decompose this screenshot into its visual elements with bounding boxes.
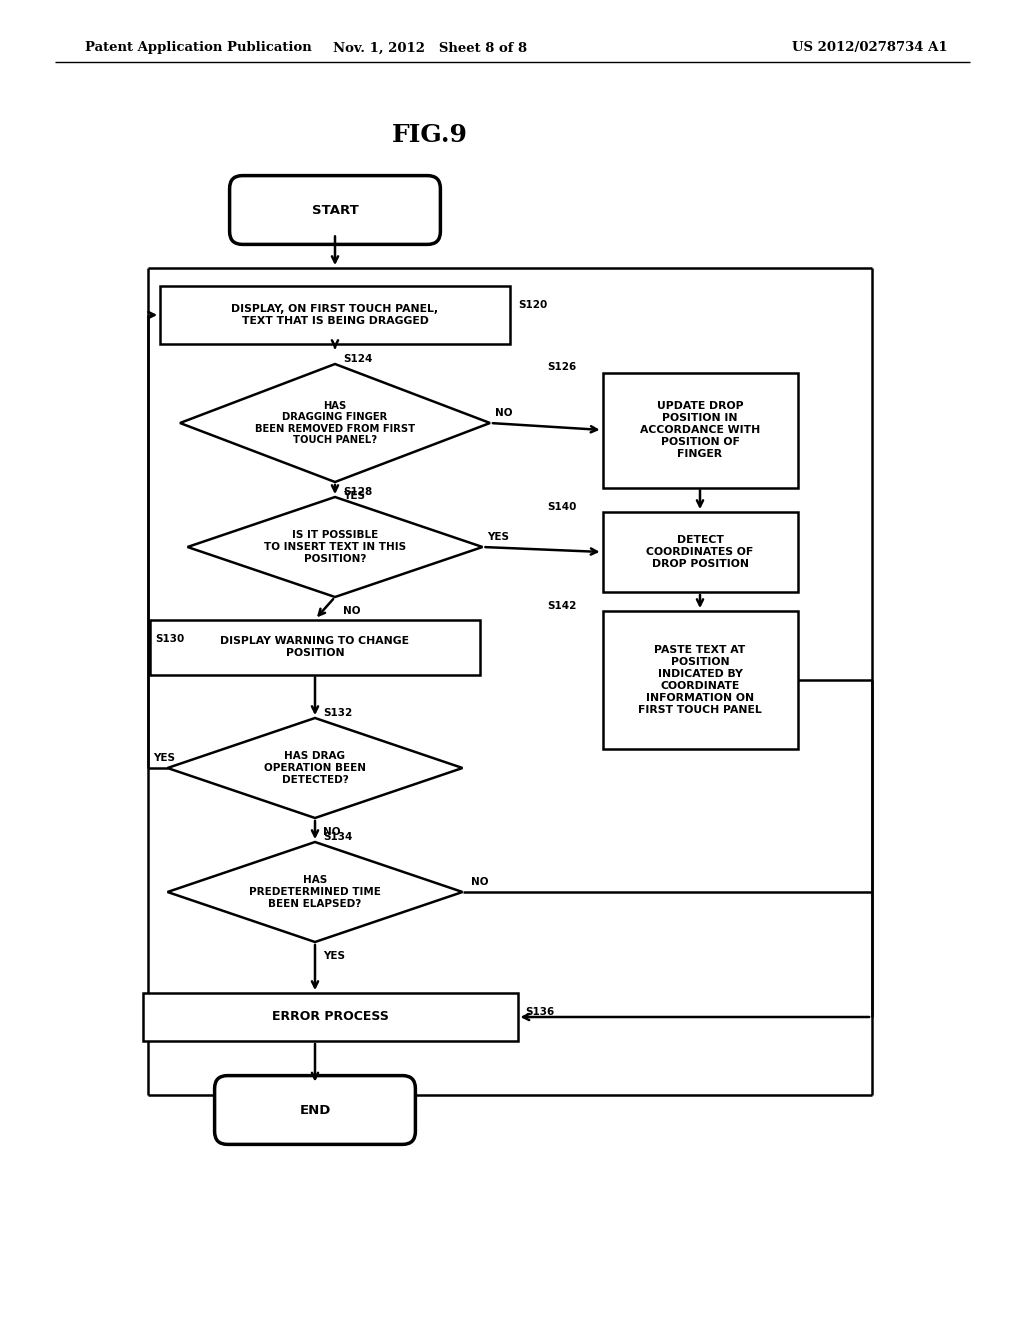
Text: S124: S124 (343, 354, 373, 364)
Text: S134: S134 (323, 832, 352, 842)
Text: HAS
DRAGGING FINGER
BEEN REMOVED FROM FIRST
TOUCH PANEL?: HAS DRAGGING FINGER BEEN REMOVED FROM FI… (255, 400, 415, 445)
Text: HAS DRAG
OPERATION BEEN
DETECTED?: HAS DRAG OPERATION BEEN DETECTED? (264, 751, 366, 784)
Bar (142, 993, 517, 1041)
Text: UPDATE DROP
POSITION IN
ACCORDANCE WITH
POSITION OF
FINGER: UPDATE DROP POSITION IN ACCORDANCE WITH … (640, 401, 760, 459)
Text: START: START (311, 203, 358, 216)
Text: FIG.9: FIG.9 (392, 123, 468, 147)
Text: S126: S126 (548, 363, 577, 372)
Text: Patent Application Publication: Patent Application Publication (85, 41, 311, 54)
Text: S130: S130 (155, 634, 184, 644)
Text: S132: S132 (323, 708, 352, 718)
Text: NO: NO (323, 828, 341, 837)
Text: YES: YES (343, 491, 365, 502)
Text: S120: S120 (518, 300, 547, 310)
Text: ERROR PROCESS: ERROR PROCESS (271, 1011, 388, 1023)
Polygon shape (168, 718, 463, 818)
Bar (150, 619, 480, 675)
Text: S140: S140 (548, 502, 577, 512)
Text: NO: NO (343, 606, 360, 616)
Text: S136: S136 (525, 1007, 555, 1016)
Text: US 2012/0278734 A1: US 2012/0278734 A1 (793, 41, 948, 54)
Text: DISPLAY, ON FIRST TOUCH PANEL,
TEXT THAT IS BEING DRAGGED: DISPLAY, ON FIRST TOUCH PANEL, TEXT THAT… (231, 304, 438, 326)
Text: S128: S128 (343, 487, 373, 498)
Bar (602, 611, 798, 748)
FancyBboxPatch shape (229, 176, 440, 244)
Text: DISPLAY WARNING TO CHANGE
POSITION: DISPLAY WARNING TO CHANGE POSITION (220, 636, 410, 657)
Text: END: END (299, 1104, 331, 1117)
Text: PASTE TEXT AT
POSITION
INDICATED BY
COORDINATE
INFORMATION ON
FIRST TOUCH PANEL: PASTE TEXT AT POSITION INDICATED BY COOR… (638, 645, 762, 715)
Text: HAS
PREDETERMINED TIME
BEEN ELAPSED?: HAS PREDETERMINED TIME BEEN ELAPSED? (249, 875, 381, 908)
Bar (602, 372, 798, 487)
Text: DETECT
COORDINATES OF
DROP POSITION: DETECT COORDINATES OF DROP POSITION (646, 535, 754, 569)
Text: YES: YES (487, 532, 510, 543)
Text: YES: YES (323, 950, 345, 961)
Polygon shape (180, 364, 490, 482)
Polygon shape (168, 842, 463, 942)
Text: YES: YES (153, 752, 175, 763)
Text: Nov. 1, 2012   Sheet 8 of 8: Nov. 1, 2012 Sheet 8 of 8 (333, 41, 527, 54)
Text: NO: NO (470, 876, 488, 887)
Text: NO: NO (495, 408, 512, 418)
Bar (160, 286, 510, 345)
Text: S142: S142 (548, 601, 577, 611)
Text: IS IT POSSIBLE
TO INSERT TEXT IN THIS
POSITION?: IS IT POSSIBLE TO INSERT TEXT IN THIS PO… (264, 531, 407, 564)
FancyBboxPatch shape (215, 1076, 416, 1144)
Bar (602, 512, 798, 591)
Polygon shape (187, 498, 482, 597)
